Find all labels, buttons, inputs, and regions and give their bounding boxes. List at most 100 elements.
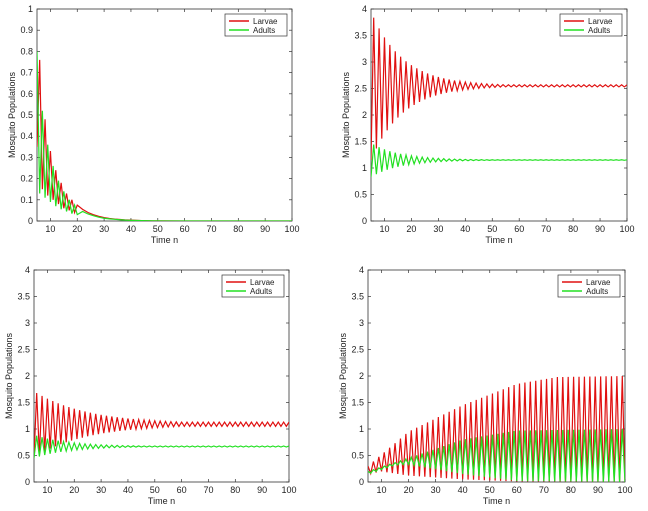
y-tick-label: 0.5 [17,451,30,461]
x-tick-label: 80 [568,224,578,234]
x-tick-label: 100 [619,224,634,234]
y-tick-label: 4 [25,265,30,275]
y-tick-label: 3 [25,318,30,328]
legend-label-adults: Adults [588,26,610,35]
y-tick-label: 0.5 [20,110,33,120]
y-axis-label: Mosquito Populations [338,332,348,419]
x-tick-label: 10 [42,485,52,495]
legend-label-adults: Adults [253,26,275,35]
y-tick-label: 1.5 [351,398,364,408]
series-line-larvae [34,392,289,458]
x-tick-label: 10 [377,485,387,495]
y-tick-label: 0.9 [20,25,33,35]
x-tick-label: 60 [180,224,190,234]
y-tick-label: 1 [359,424,364,434]
x-tick-label: 30 [96,485,106,495]
x-tick-label: 60 [177,485,187,495]
legend-label-larvae: Larvae [250,278,275,287]
x-tick-label: 90 [595,224,605,234]
y-tick-label: 0.6 [20,89,33,99]
x-tick-label: 20 [72,224,82,234]
y-tick-label: 0 [25,477,30,487]
series-line-larvae [371,17,627,161]
legend-label-adults: Adults [586,287,608,296]
chart-top-right: 10 20 30 40 50 60 70 80 90 100 0 0.5 1 1.5 2 2.5 3 3.5 4 Ti… [341,4,635,245]
series-line-adults [37,51,292,221]
y-tick-label: 0.4 [20,131,33,141]
series-line-adults [371,144,627,178]
x-tick-label: 80 [230,485,240,495]
x-tick-label: 10 [45,224,55,234]
x-tick-label: 50 [487,224,497,234]
x-tick-label: 20 [406,224,416,234]
y-tick-label: 1 [25,424,30,434]
y-tick-label: 2.5 [354,84,367,94]
x-tick-label: 100 [617,485,632,495]
x-tick-label: 50 [485,485,495,495]
series-line-adults [368,429,625,482]
y-tick-label: 0.5 [354,190,367,200]
x-tick-label: 90 [593,485,603,495]
x-tick-label: 90 [260,224,270,234]
x-tick-label: 60 [512,485,522,495]
x-tick-label: 70 [541,224,551,234]
x-tick-label: 30 [431,485,441,495]
y-tick-label: 0.1 [20,195,33,205]
y-tick-label: 0 [28,216,33,226]
y-tick-label: 2 [359,371,364,381]
x-tick-label: 30 [99,224,109,234]
y-axis-label: Mosquito Populations [7,71,17,158]
y-tick-label: 1.5 [17,398,30,408]
chart-bottom-right: 10 20 30 40 50 60 70 80 90 100 0 0.5 1 1.5 2 2.5 3 3.5 4 Ti… [338,265,633,506]
y-tick-label: 2 [25,371,30,381]
chart-top-left: 10 20 30 40 50 60 70 80 90 100 0 0.1 0.2 0.3 0.4 0.5 0.6… [7,4,300,245]
y-tick-label: 3 [359,318,364,328]
y-tick-label: 0.5 [351,451,364,461]
y-tick-label: 2 [362,110,367,120]
y-axis-label: Mosquito Populations [341,71,351,158]
y-tick-label: 3.5 [354,31,367,41]
x-tick-label: 90 [257,485,267,495]
x-tick-label: 40 [460,224,470,234]
x-tick-label: 80 [233,224,243,234]
x-tick-label: 70 [203,485,213,495]
legend-label-larvae: Larvae [253,17,278,26]
y-tick-label: 2.5 [351,345,364,355]
x-tick-label: 70 [206,224,216,234]
y-tick-label: 3 [362,57,367,67]
series-line-adults [34,435,289,459]
x-axis-label: Time n [483,496,510,506]
x-tick-label: 40 [126,224,136,234]
y-tick-label: 0 [362,216,367,226]
x-tick-label: 20 [69,485,79,495]
y-tick-label: 1 [362,163,367,173]
y-axis-label: Mosquito Populations [4,332,14,419]
legend-label-larvae: Larvae [588,17,613,26]
x-tick-label: 100 [281,485,296,495]
x-axis-label: Time n [151,235,178,245]
x-tick-label: 100 [284,224,299,234]
x-tick-label: 10 [379,224,389,234]
x-tick-label: 20 [404,485,414,495]
legend-label-adults: Adults [250,287,272,296]
y-tick-label: 4 [362,4,367,14]
plot-frame [370,8,628,222]
x-tick-label: 40 [123,485,133,495]
x-axis-label: Time n [485,235,512,245]
y-tick-label: 1.5 [354,137,367,147]
y-tick-label: 0.2 [20,174,33,184]
x-axis-label: Time n [148,496,175,506]
y-tick-label: 2.5 [17,345,30,355]
plot-frame [36,8,293,222]
y-tick-label: 0 [359,477,364,487]
y-tick-label: 3.5 [351,292,364,302]
chart-bottom-left: 10 20 30 40 50 60 70 80 90 100 0 0.5 1 1.5 2 2.5 3 3.5 4 Ti… [4,265,297,506]
y-tick-label: 4 [359,265,364,275]
x-tick-label: 60 [514,224,524,234]
x-tick-label: 50 [150,485,160,495]
x-tick-label: 70 [539,485,549,495]
y-tick-label: 3.5 [17,292,30,302]
y-tick-label: 0.7 [20,68,33,78]
x-tick-label: 30 [433,224,443,234]
